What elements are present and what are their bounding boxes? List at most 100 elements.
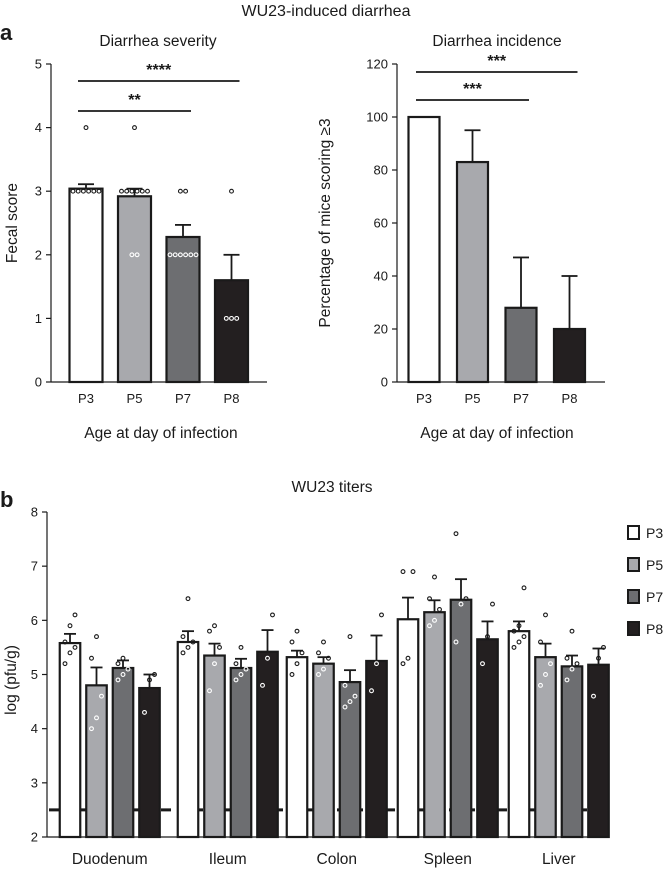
data-point — [120, 655, 126, 661]
data-point — [120, 672, 126, 677]
bar-spleen-p3 — [396, 618, 420, 839]
bar-colon-p7 — [338, 680, 362, 839]
bar-liver-p7 — [560, 665, 584, 839]
data-point — [596, 655, 601, 661]
titers-legend: P3 P5 P7 P8 — [627, 525, 663, 637]
data-point — [490, 601, 495, 607]
legend-swatch-p3 — [627, 525, 640, 540]
data-point — [167, 252, 173, 258]
data-point — [229, 188, 234, 194]
y-tick-label: 40 — [374, 269, 388, 284]
data-point — [183, 188, 189, 194]
x-tick-label: Ileum — [209, 851, 247, 868]
data-point — [142, 709, 147, 715]
y-tick-label: 1 — [35, 311, 42, 326]
data-point — [299, 650, 305, 656]
data-point — [177, 188, 183, 194]
data-point — [129, 188, 135, 194]
data-point — [83, 125, 89, 131]
data-point — [427, 596, 432, 602]
data-point — [591, 693, 596, 699]
data-point — [463, 596, 469, 602]
data-point — [243, 666, 249, 672]
y-tick-label: 5 — [35, 57, 42, 72]
bar-duodenum-p3 — [58, 641, 82, 839]
significance-stars: *** — [487, 53, 506, 70]
data-point — [538, 639, 543, 645]
data-point — [516, 623, 522, 629]
severity-chart: Diarrhea severity Age at day of infectio… — [4, 33, 267, 442]
data-point — [342, 704, 348, 710]
data-point — [212, 661, 217, 667]
bar-ileum-p5 — [203, 654, 226, 839]
data-point — [234, 315, 240, 321]
bar-spleen-p7 — [449, 598, 473, 839]
legend-label-p7: P7 — [646, 589, 663, 605]
severity-x-label: Age at day of infection — [84, 425, 237, 442]
data-point — [89, 726, 94, 732]
legend-label-p8: P8 — [646, 621, 663, 637]
bar-duodenum-p5 — [85, 684, 108, 839]
y-tick-label: 0 — [381, 375, 388, 390]
x-tick-label: Colon — [317, 851, 358, 868]
data-point — [238, 672, 244, 677]
data-point — [347, 634, 353, 640]
x-tick-label: P3 — [416, 391, 432, 406]
data-point — [511, 644, 517, 650]
data-point — [453, 531, 459, 537]
bar-ileum-p8 — [256, 650, 279, 839]
y-tick-label: 60 — [374, 216, 388, 231]
data-point — [548, 661, 553, 667]
bar-duodenum-p8 — [138, 686, 161, 839]
data-point — [289, 639, 295, 645]
data-point — [80, 188, 86, 194]
data-point — [152, 672, 157, 677]
x-tick-label: Spleen — [424, 851, 472, 868]
data-point — [238, 644, 244, 650]
data-point — [62, 661, 68, 667]
data-point — [67, 623, 73, 629]
data-point — [183, 252, 189, 258]
y-tick-label: 3 — [31, 775, 38, 790]
data-point — [405, 655, 411, 661]
bar-colon-p8 — [365, 659, 388, 839]
data-point — [294, 661, 300, 667]
data-point — [193, 252, 199, 258]
data-point — [543, 672, 548, 677]
bar-colon-p3 — [285, 656, 309, 839]
data-point — [132, 125, 137, 131]
data-point — [347, 699, 353, 705]
y-tick-label: 4 — [31, 721, 38, 736]
data-point — [437, 607, 442, 612]
bar-colon-p5 — [312, 662, 335, 839]
data-point — [207, 628, 212, 634]
data-point — [538, 682, 543, 688]
x-tick-label: P3 — [78, 391, 94, 406]
y-tick-label: 7 — [31, 559, 38, 574]
bar-p8 — [213, 279, 250, 384]
data-point — [233, 661, 239, 667]
incidence-y-label: Percentage of mice scoring ≥3 — [317, 118, 334, 327]
y-tick-label: 3 — [35, 184, 42, 199]
data-point — [91, 188, 97, 194]
data-point — [207, 688, 212, 694]
data-point — [115, 661, 121, 667]
data-point — [139, 188, 145, 194]
titers-y-label: log (pfu/g) — [3, 645, 20, 715]
data-point — [124, 188, 130, 194]
data-point — [94, 634, 99, 640]
data-point — [172, 252, 178, 258]
data-point — [485, 634, 490, 640]
data-point — [574, 661, 580, 667]
data-point — [369, 688, 374, 694]
titers-chart: WU23 titers log (pfu/g) 2 3 4 5 6 7 8 Duodenum I… — [3, 479, 610, 868]
data-point — [379, 612, 384, 618]
x-tick-label: P7 — [513, 391, 529, 406]
bar-p5 — [116, 195, 153, 384]
data-point — [564, 677, 570, 683]
data-point — [342, 682, 348, 688]
data-point — [190, 639, 196, 645]
data-point — [89, 655, 94, 661]
y-tick-label: 120 — [366, 57, 388, 72]
bar-ileum-p3 — [176, 640, 200, 839]
